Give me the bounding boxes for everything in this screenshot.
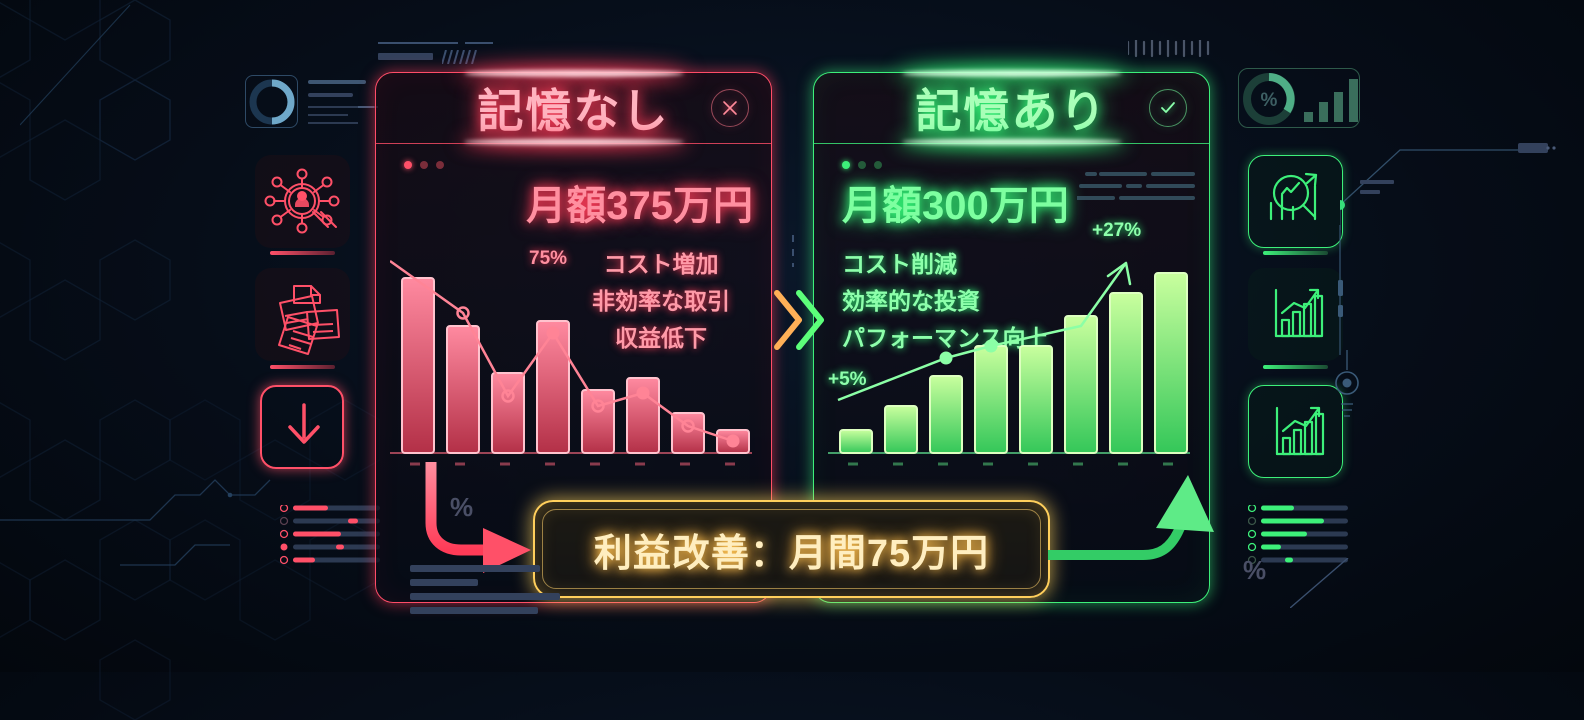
svg-text:%: % [1261, 90, 1278, 111]
